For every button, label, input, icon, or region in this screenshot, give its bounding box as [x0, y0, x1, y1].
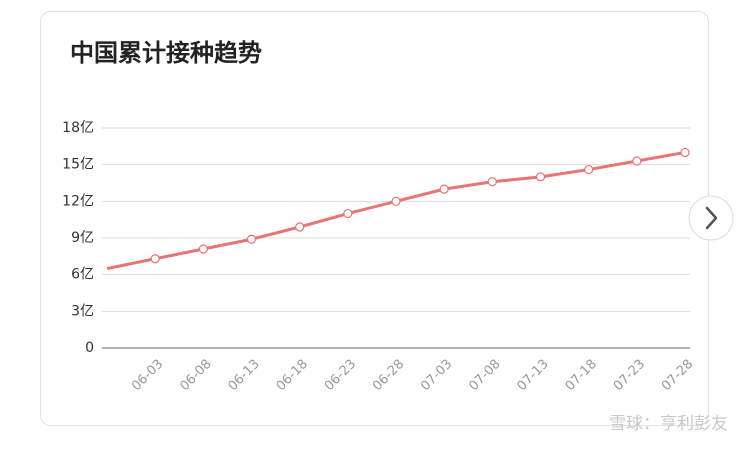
point	[343, 208, 353, 219]
y-tick-label: 9亿	[71, 230, 94, 246]
y-tick-label: 12亿	[62, 193, 94, 209]
chart-title: 中国累计接种趋势	[70, 39, 262, 67]
point	[439, 184, 449, 194]
point	[391, 196, 401, 206]
point	[680, 147, 690, 158]
y-tick-label: 15亿	[62, 157, 94, 173]
point	[150, 254, 160, 264]
point	[246, 234, 257, 244]
next-button[interactable]	[688, 195, 734, 241]
point	[632, 156, 642, 166]
point	[487, 177, 497, 187]
y-tick-label: 18亿	[62, 120, 94, 136]
card	[40, 11, 709, 426]
point	[295, 222, 305, 232]
y-tick-label: 3亿	[71, 303, 94, 319]
point	[584, 164, 594, 175]
watermark: 雪球：亨利彭友	[609, 414, 728, 434]
point	[198, 244, 208, 254]
point	[535, 172, 546, 182]
y-tick-label: 6亿	[71, 267, 94, 283]
y-tick-label: 0	[85, 340, 94, 356]
